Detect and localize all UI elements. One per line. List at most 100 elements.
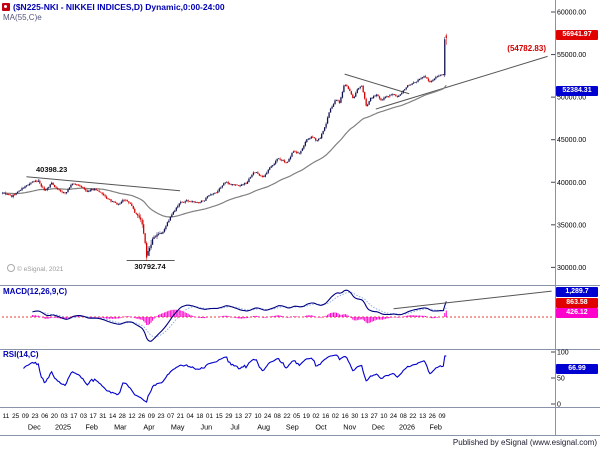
ma-value-badge: 52384.31 bbox=[556, 86, 598, 97]
svg-text:35000.00: 35000.00 bbox=[557, 222, 586, 229]
svg-text:26: 26 bbox=[429, 413, 437, 420]
svg-text:13: 13 bbox=[419, 413, 427, 420]
macd-line bbox=[32, 289, 447, 342]
svg-text:20: 20 bbox=[51, 413, 59, 420]
app-icon bbox=[2, 3, 10, 11]
svg-text:03: 03 bbox=[61, 413, 69, 420]
svg-text:08: 08 bbox=[274, 413, 282, 420]
svg-text:Oct: Oct bbox=[315, 423, 326, 432]
svg-text:100: 100 bbox=[557, 350, 569, 357]
svg-text:09: 09 bbox=[22, 413, 30, 420]
svg-text:50: 50 bbox=[557, 376, 565, 383]
rsi-study-label: RSI(14,C) bbox=[3, 350, 39, 359]
svg-text:45000.00: 45000.00 bbox=[557, 137, 586, 144]
swing-high-label: 40398.23 bbox=[36, 165, 68, 174]
svg-text:10: 10 bbox=[254, 413, 262, 420]
svg-text:23: 23 bbox=[32, 413, 40, 420]
x-axis-day-labels: 11 25 09 23 06 20 03 17 03 17 31 14 28 12 26 09 23 07 21 04… bbox=[3, 413, 446, 420]
svg-text:40000.00: 40000.00 bbox=[557, 180, 586, 187]
ma55-line bbox=[2, 84, 447, 218]
svg-text:12: 12 bbox=[128, 413, 136, 420]
rsi-axis-labels: 100 50 0 bbox=[551, 350, 569, 409]
svg-text:29: 29 bbox=[225, 413, 233, 420]
svg-text:60000.00: 60000.00 bbox=[557, 10, 586, 17]
svg-text:02: 02 bbox=[312, 413, 320, 420]
svg-text:30: 30 bbox=[351, 413, 359, 420]
svg-text:22: 22 bbox=[409, 413, 417, 420]
svg-text:04: 04 bbox=[187, 413, 195, 420]
esignal-watermark: © eSignal, 2021 bbox=[7, 264, 63, 273]
rsi-line bbox=[23, 354, 447, 403]
svg-text:21: 21 bbox=[177, 413, 185, 420]
svg-text:0: 0 bbox=[557, 402, 561, 409]
svg-text:08: 08 bbox=[400, 413, 408, 420]
svg-text:05: 05 bbox=[293, 413, 301, 420]
svg-text:09: 09 bbox=[438, 413, 446, 420]
esignal-logo-icon bbox=[7, 264, 15, 272]
svg-text:11: 11 bbox=[3, 413, 10, 420]
svg-text:Feb: Feb bbox=[85, 423, 97, 432]
svg-text:13: 13 bbox=[361, 413, 369, 420]
svg-text:17: 17 bbox=[70, 413, 78, 420]
svg-text:22: 22 bbox=[283, 413, 291, 420]
svg-text:55000.00: 55000.00 bbox=[557, 52, 586, 59]
svg-text:Feb: Feb bbox=[429, 423, 441, 432]
svg-text:19: 19 bbox=[303, 413, 311, 420]
svg-text:Apr: Apr bbox=[143, 423, 155, 432]
trendlines bbox=[26, 55, 548, 262]
svg-text:Dec: Dec bbox=[28, 423, 41, 432]
svg-text:27: 27 bbox=[371, 413, 379, 420]
svg-text:15: 15 bbox=[216, 413, 224, 420]
svg-text:07: 07 bbox=[167, 413, 175, 420]
svg-text:18: 18 bbox=[196, 413, 204, 420]
svg-text:31: 31 bbox=[99, 413, 107, 420]
svg-text:02: 02 bbox=[332, 413, 340, 420]
last-price-badge: 56941.97 bbox=[556, 30, 598, 41]
svg-text:Jul: Jul bbox=[230, 423, 240, 432]
swing-low-label: 30792.74 bbox=[134, 262, 166, 271]
published-by-footer: Published by eSignal (www.esignal.com) bbox=[452, 438, 597, 447]
svg-text:24: 24 bbox=[264, 413, 272, 420]
candlesticks bbox=[2, 33, 447, 261]
ma-study-label: MA(55,C)e bbox=[3, 13, 42, 22]
svg-text:24: 24 bbox=[390, 413, 398, 420]
svg-text:Aug: Aug bbox=[257, 423, 270, 432]
svg-text:14: 14 bbox=[109, 413, 117, 420]
svg-text:30000.00: 30000.00 bbox=[557, 265, 586, 272]
svg-text:50000.00: 50000.00 bbox=[557, 95, 586, 102]
svg-text:Mar: Mar bbox=[114, 423, 127, 432]
svg-text:09: 09 bbox=[148, 413, 156, 420]
svg-text:28: 28 bbox=[119, 413, 127, 420]
trendline-projection-label: (54782.83) bbox=[507, 44, 546, 53]
svg-text:26: 26 bbox=[138, 413, 146, 420]
chart-title: ($N225-NKI - NIKKEI INDICES,D) Dynamic,0… bbox=[13, 2, 225, 12]
svg-text:Sep: Sep bbox=[286, 423, 299, 432]
svg-text:01: 01 bbox=[206, 413, 214, 420]
svg-text:May: May bbox=[171, 423, 185, 432]
svg-text:13: 13 bbox=[235, 413, 243, 420]
svg-text:16: 16 bbox=[322, 413, 330, 420]
macd-signal-badge: 863.58 bbox=[556, 297, 598, 308]
svg-text:Jun: Jun bbox=[201, 423, 213, 432]
macd-value-badge: 1,289.7 bbox=[556, 287, 598, 298]
svg-text:27: 27 bbox=[245, 413, 253, 420]
svg-text:Nov: Nov bbox=[343, 423, 356, 432]
macd-study-label: MACD(12,26,9,C) bbox=[3, 287, 68, 296]
svg-text:10: 10 bbox=[380, 413, 388, 420]
rsi-value-badge: 66.99 bbox=[556, 364, 598, 375]
panel-frame bbox=[0, 0, 600, 436]
svg-text:16: 16 bbox=[342, 413, 350, 420]
svg-text:2026: 2026 bbox=[399, 423, 415, 432]
svg-text:25: 25 bbox=[12, 413, 20, 420]
macd-trendline bbox=[393, 290, 552, 310]
macd-signal-line bbox=[44, 291, 447, 338]
svg-text:06: 06 bbox=[41, 413, 49, 420]
macd-histogram-badge: 426.12 bbox=[556, 308, 598, 319]
svg-text:03: 03 bbox=[80, 413, 88, 420]
x-axis-month-labels: Dec 2025 Feb Mar Apr May Jun Jul Aug Sep Oct Nov Dec… bbox=[28, 423, 442, 432]
price-axis-labels: 60000.00 55000.00 50000.00 45000.00 40000.00… bbox=[551, 10, 586, 272]
svg-text:17: 17 bbox=[90, 413, 98, 420]
svg-text:2025: 2025 bbox=[55, 423, 71, 432]
svg-text:Dec: Dec bbox=[372, 423, 385, 432]
